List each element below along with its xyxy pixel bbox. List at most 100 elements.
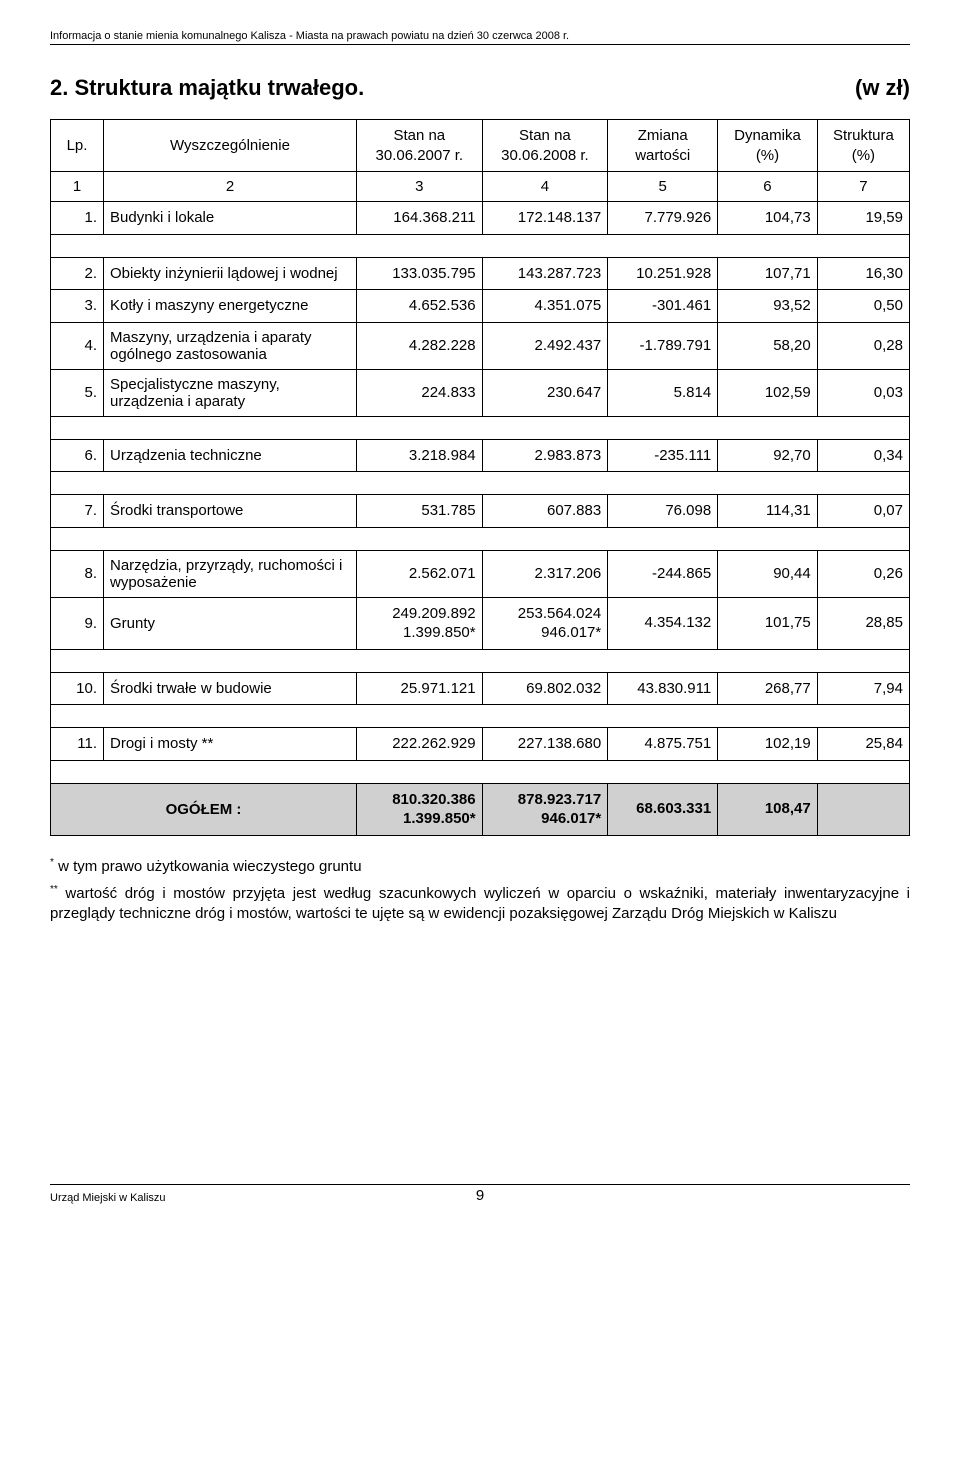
spacer-row xyxy=(51,649,910,672)
spacer-row xyxy=(51,234,910,257)
cell-value: 69.802.032 xyxy=(482,672,608,705)
table-row: 10.Środki trwałe w budowie25.971.12169.8… xyxy=(51,672,910,705)
cell-value: -244.865 xyxy=(608,550,718,597)
colnum-5: 5 xyxy=(608,172,718,202)
footnotes: * w tym prawo użytkowania wieczystego gr… xyxy=(50,856,910,925)
cell-lp: 9. xyxy=(51,597,104,649)
cell-value: 0,03 xyxy=(817,369,909,416)
total-cell: 68.603.331 xyxy=(608,783,718,835)
cell-value: 102,59 xyxy=(718,369,818,416)
cell-value: 0,07 xyxy=(817,495,909,528)
table-row: 7.Środki transportowe531.785607.88376.09… xyxy=(51,495,910,528)
cell-value: 93,52 xyxy=(718,290,818,323)
cell-value: 230.647 xyxy=(482,369,608,416)
cell-value: 607.883 xyxy=(482,495,608,528)
cell-value: 28,85 xyxy=(817,597,909,649)
cell-value: 10.251.928 xyxy=(608,257,718,290)
cell-value: 58,20 xyxy=(718,322,818,369)
colnum-4: 4 xyxy=(482,172,608,202)
cell-value: 172.148.137 xyxy=(482,202,608,235)
table-row: 6.Urządzenia techniczne3.218.9842.983.87… xyxy=(51,439,910,472)
cell-value: 114,31 xyxy=(718,495,818,528)
cell-value: 531.785 xyxy=(357,495,483,528)
cell-value: 249.209.892 1.399.850* xyxy=(357,597,483,649)
cell-value: 92,70 xyxy=(718,439,818,472)
cell-value: 227.138.680 xyxy=(482,728,608,761)
spacer-row xyxy=(51,416,910,439)
cell-value: 133.035.795 xyxy=(357,257,483,290)
header-info-line: Informacja o stanie mienia komunalnego K… xyxy=(50,30,910,45)
col-name: Wyszczególnienie xyxy=(104,120,357,172)
table-row: 11.Drogi i mosty **222.262.929227.138.68… xyxy=(51,728,910,761)
section-title: 2. Struktura majątku trwałego. xyxy=(50,75,364,101)
total-cell: 810.320.386 1.399.850* xyxy=(357,783,483,835)
colnum-3: 3 xyxy=(357,172,483,202)
page-footer: Urząd Miejski w Kaliszu 9 xyxy=(50,1184,910,1204)
table-row: 2.Obiekty inżynierii lądowej i wodnej133… xyxy=(51,257,910,290)
cell-value: 7,94 xyxy=(817,672,909,705)
table-row: 5.Specjalistyczne maszyny, urządzenia i … xyxy=(51,369,910,416)
cell-value: 268,77 xyxy=(718,672,818,705)
cell-value: 25,84 xyxy=(817,728,909,761)
cell-name: Środki trwałe w budowie xyxy=(104,672,357,705)
col-stan-2008: Stan na 30.06.2008 r. xyxy=(482,120,608,172)
cell-lp: 7. xyxy=(51,495,104,528)
cell-value: -1.789.791 xyxy=(608,322,718,369)
cell-value: 2.317.206 xyxy=(482,550,608,597)
col-dynamika: Dynamika (%) xyxy=(718,120,818,172)
cell-value: 3.218.984 xyxy=(357,439,483,472)
cell-value: 0,28 xyxy=(817,322,909,369)
footer-page-number: 9 xyxy=(337,1187,624,1204)
cell-lp: 6. xyxy=(51,439,104,472)
cell-name: Obiekty inżynierii lądowej i wodnej xyxy=(104,257,357,290)
footer-left: Urząd Miejski w Kaliszu xyxy=(50,1192,337,1204)
data-table: Lp. Wyszczególnienie Stan na 30.06.2007 … xyxy=(50,119,910,836)
cell-value: 4.354.132 xyxy=(608,597,718,649)
footnote-2-marker: ** xyxy=(50,884,58,895)
table-row: 9.Grunty249.209.892 1.399.850*253.564.02… xyxy=(51,597,910,649)
cell-value: 107,71 xyxy=(718,257,818,290)
cell-value: 4.875.751 xyxy=(608,728,718,761)
col-zmiana: Zmiana wartości xyxy=(608,120,718,172)
cell-lp: 10. xyxy=(51,672,104,705)
table-row: 3.Kotły i maszyny energetyczne4.652.5364… xyxy=(51,290,910,323)
cell-name: Maszyny, urządzenia i aparaty ogólnego z… xyxy=(104,322,357,369)
cell-name: Narzędzia, przyrządy, ruchomości i wypos… xyxy=(104,550,357,597)
cell-lp: 1. xyxy=(51,202,104,235)
total-cell: 108,47 xyxy=(718,783,818,835)
cell-value: 102,19 xyxy=(718,728,818,761)
footnote-1: * w tym prawo użytkowania wieczystego gr… xyxy=(50,856,910,877)
table-col-numbers: 1 2 3 4 5 6 7 xyxy=(51,172,910,202)
cell-lp: 2. xyxy=(51,257,104,290)
cell-value: 16,30 xyxy=(817,257,909,290)
cell-value: 101,75 xyxy=(718,597,818,649)
cell-lp: 3. xyxy=(51,290,104,323)
footnote-1-text: w tym prawo użytkowania wieczystego grun… xyxy=(54,858,362,875)
spacer-row xyxy=(51,527,910,550)
table-row: 8.Narzędzia, przyrządy, ruchomości i wyp… xyxy=(51,550,910,597)
cell-value: 2.562.071 xyxy=(357,550,483,597)
cell-value: 7.779.926 xyxy=(608,202,718,235)
cell-name: Środki transportowe xyxy=(104,495,357,528)
cell-lp: 11. xyxy=(51,728,104,761)
table-row: 1.Budynki i lokale164.368.211172.148.137… xyxy=(51,202,910,235)
cell-lp: 4. xyxy=(51,322,104,369)
cell-value: 90,44 xyxy=(718,550,818,597)
footnote-2: ** wartość dróg i mostów przyjęta jest w… xyxy=(50,883,910,925)
footnote-2-text: wartość dróg i mostów przyjęta jest wedł… xyxy=(50,885,910,922)
cell-value: 4.351.075 xyxy=(482,290,608,323)
cell-lp: 5. xyxy=(51,369,104,416)
cell-value: 0,50 xyxy=(817,290,909,323)
colnum-7: 7 xyxy=(817,172,909,202)
cell-value: 0,34 xyxy=(817,439,909,472)
cell-value: 43.830.911 xyxy=(608,672,718,705)
col-stan-2007: Stan na 30.06.2007 r. xyxy=(357,120,483,172)
cell-value: 104,73 xyxy=(718,202,818,235)
cell-value: -301.461 xyxy=(608,290,718,323)
cell-name: Budynki i lokale xyxy=(104,202,357,235)
total-cell: 878.923.717 946.017* xyxy=(482,783,608,835)
table-total-row: OGÓŁEM :810.320.386 1.399.850*878.923.71… xyxy=(51,783,910,835)
cell-name: Drogi i mosty ** xyxy=(104,728,357,761)
cell-value: 222.262.929 xyxy=(357,728,483,761)
colnum-2: 2 xyxy=(104,172,357,202)
